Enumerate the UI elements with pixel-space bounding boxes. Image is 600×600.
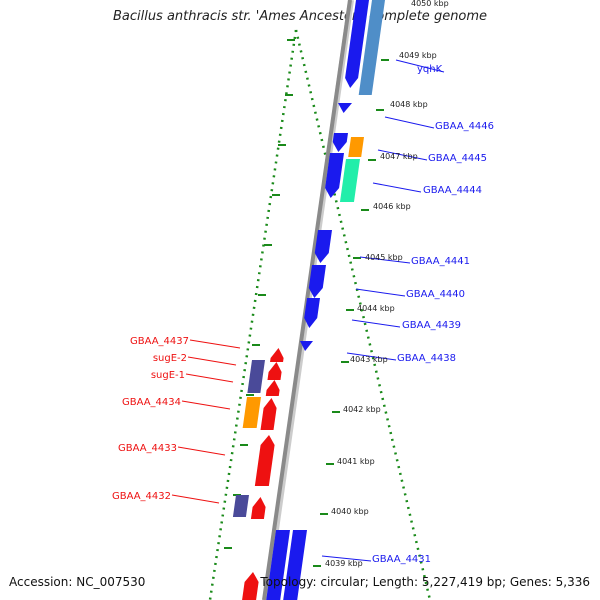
leader-line (351, 319, 401, 328)
forward-gene-label: GBAA_4441 (411, 256, 470, 267)
forward-gene-label: GBAA_4445 (428, 153, 487, 164)
feature-reverse-cds (265, 380, 280, 396)
feature-reverse-cds (254, 435, 275, 486)
kbp-label: 4047 kbp (380, 152, 418, 161)
feature-forward-cds (314, 230, 332, 263)
leader-line (189, 339, 241, 349)
kbp-label: 4040 kbp (331, 507, 369, 516)
reverse-gene-label: GBAA_4437 (130, 336, 189, 347)
forward-gene-label: yqhK (417, 64, 443, 75)
feature-forward-cds (332, 133, 348, 152)
kbp-label: 4042 kbp (343, 405, 381, 414)
accession-text: Accession: NC_007530 (9, 575, 146, 589)
feature-forward-cds (300, 341, 313, 351)
topology-text: Topology: circular; Length: 5,227,419 bp… (260, 575, 590, 589)
feature-reverse-cds (267, 362, 282, 380)
feature-forward-cds (325, 153, 344, 198)
feature-forward-cds (308, 265, 326, 298)
feature-teal (339, 159, 360, 202)
forward-gene-label: GBAA_4440 (406, 289, 465, 300)
leader-line (355, 288, 406, 297)
feature-orange (348, 137, 364, 157)
feature-orange (242, 397, 261, 428)
feature-track (232, 0, 385, 600)
reverse-gene-label: sugE-1 (151, 370, 185, 381)
leader-line (372, 182, 422, 193)
forward-gene-label: GBAA_4444 (423, 185, 482, 196)
feature-reverse-cds (250, 497, 266, 519)
feature-rna (232, 495, 249, 517)
forward-gene-label: GBAA_4446 (435, 121, 494, 132)
kbp-label: 4048 kbp (390, 100, 428, 109)
feature-labels: yqhK GBAA_4446 GBAA_4445 GBAA_4444 GBAA_4441… (112, 59, 494, 565)
leader-line (187, 356, 237, 366)
reverse-gene-label: GBAA_4434 (122, 397, 181, 408)
feature-reverse-cds (260, 398, 277, 430)
feature-forward-cds (266, 530, 290, 600)
kbp-label: 4044 kbp (357, 304, 395, 313)
reverse-gene-label: GBAA_4432 (112, 491, 171, 502)
leader-line (181, 400, 231, 410)
leader-line (384, 116, 435, 129)
leader-line (346, 352, 397, 361)
leader-line (377, 149, 428, 161)
kbp-label: 4046 kbp (373, 202, 411, 211)
kbp-label: 4043 kbp (350, 355, 388, 364)
leader-line (171, 494, 220, 504)
feature-reverse-cds (270, 348, 284, 362)
kbp-label: 4041 kbp (337, 457, 375, 466)
gc-track-inner (208, 29, 298, 600)
reverse-gene-label: sugE-2 (153, 353, 187, 364)
feature-steel (358, 0, 385, 95)
feature-forward-cds (345, 0, 369, 88)
reverse-gene-label: GBAA_4433 (118, 443, 177, 454)
feature-forward-cds (304, 298, 320, 328)
feature-forward-cds (283, 530, 307, 600)
forward-gene-label: GBAA_4431 (372, 554, 431, 565)
kbp-label: 4039 kbp (325, 559, 363, 568)
kbp-label: 4050 kbp (411, 0, 449, 8)
kbp-label: 4049 kbp (399, 51, 437, 60)
leader-line (395, 59, 445, 73)
leader-line (185, 373, 234, 383)
leader-line (321, 555, 372, 562)
feature-rna (247, 360, 265, 393)
leader-line (359, 256, 411, 264)
feature-forward-cds (338, 103, 352, 113)
kbp-label: 4045 kbp (365, 253, 403, 262)
map-title: Bacillus anthracis str. 'Ames Ancestor',… (112, 9, 488, 24)
forward-gene-label: GBAA_4439 (402, 320, 461, 331)
leader-line (177, 446, 226, 456)
feature-reverse-cds (242, 572, 259, 600)
kbp-labels: 4050 kbp 4049 kbp 4048 kbp 4047 kbp 4046 kbp… (325, 0, 449, 568)
forward-gene-label: GBAA_4438 (397, 353, 456, 364)
